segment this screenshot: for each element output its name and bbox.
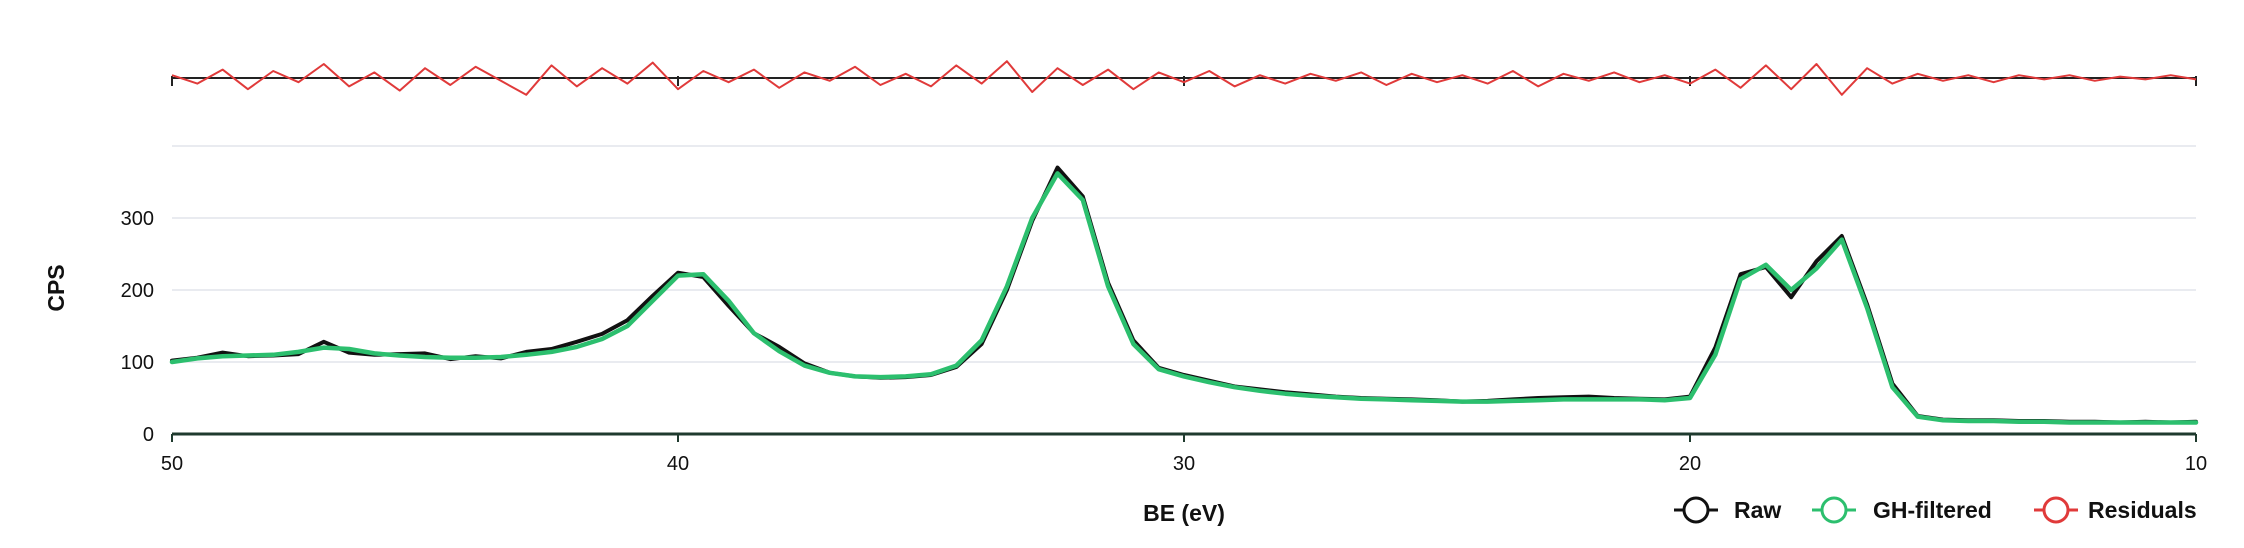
legend-item-raw[interactable]: Raw [1674,496,1781,524]
y-tick-label-300: 300 [121,208,154,230]
series-layer [169,165,2199,425]
legend-item-residuals[interactable]: Residuals [2034,496,2197,524]
series-line-filtered [169,171,2199,425]
x-tick-label-50: 50 [161,453,183,475]
x-axis-title: BE (eV) [1143,500,1225,526]
x-tick-label-20: 20 [1679,453,1701,475]
y-axis-title: CPS [43,264,69,311]
legend-label-gh-filtered: GH-filtered [1873,497,1992,523]
legend-label-raw: Raw [1734,497,1781,523]
x-tick-label-10: 10 [2185,453,2207,475]
residual-panel [171,60,2197,96]
y-tick-label-0: 0 [143,424,154,446]
y-tick-label-100: 100 [121,352,154,374]
grid-lines [172,145,2196,363]
x-tick-label-30: 30 [1173,453,1195,475]
legend-label-residuals: Residuals [2088,497,2197,523]
y-tick-label-200: 200 [121,280,154,302]
legend-item-gh-filtered[interactable]: GH-filtered [1812,496,1992,524]
legend-marker-raw [1682,496,1710,524]
x-tick-label-40: 40 [667,453,689,475]
axes [171,432,2197,442]
series-line-residuals [171,60,2197,96]
legend-marker-residuals [2042,496,2070,524]
legend-marker-gh-filtered [1820,496,1848,524]
tick-labels: 0 100 200 300 50 40 30 20 10 [121,208,2208,475]
legend[interactable]: Raw GH-filtered Residuals [1674,496,2197,524]
